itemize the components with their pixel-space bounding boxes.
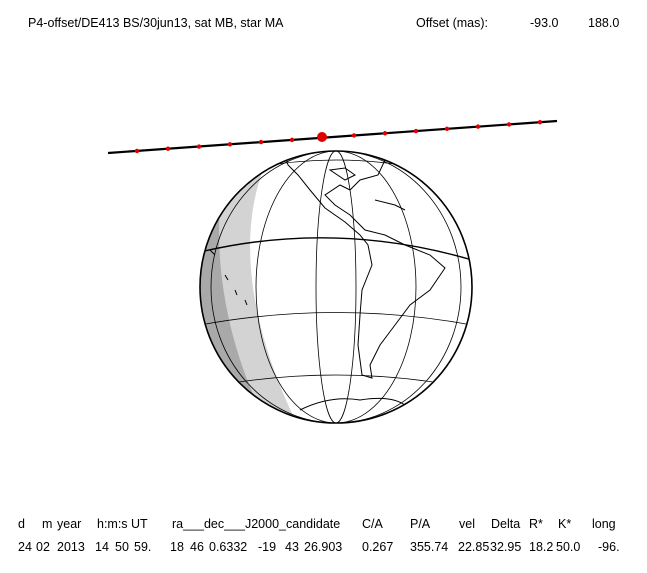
column-header: Delta <box>491 517 520 531</box>
equator <box>200 237 472 261</box>
cell: 32.95 <box>490 540 521 554</box>
limb <box>199 150 473 424</box>
cell: 43 <box>285 540 299 554</box>
cell: 24 <box>18 540 32 554</box>
column-header: K* <box>558 517 571 531</box>
track-point <box>134 148 140 154</box>
column-header: P/A <box>410 517 431 531</box>
cell: 18 <box>170 540 184 554</box>
track-points <box>134 120 543 154</box>
track-point <box>165 146 171 151</box>
shadow-track <box>107 119 558 155</box>
cell: 18.2 <box>529 540 553 554</box>
track-point <box>382 131 388 136</box>
column-header: vel <box>459 517 475 531</box>
cell: 0.6332 <box>209 540 247 554</box>
column-header: C/A <box>362 517 384 531</box>
cell: 14 <box>95 540 109 554</box>
cell: 2013 <box>57 540 85 554</box>
coastlines <box>209 151 446 411</box>
track-point <box>289 137 295 143</box>
cell: 22.85 <box>458 540 489 554</box>
cell: 50 <box>115 540 129 554</box>
track-point <box>506 122 512 127</box>
track-point <box>351 133 357 138</box>
cell: 26.903 <box>304 540 342 554</box>
cell: -19 <box>258 540 276 554</box>
track-point <box>196 144 202 149</box>
cell: 0.267 <box>362 540 393 554</box>
result-table: d m year h:m:s UT ra___dec___J2000_candi… <box>18 517 620 554</box>
track-point <box>444 126 450 132</box>
cell: 355.74 <box>410 540 448 554</box>
track-point <box>537 120 543 125</box>
column-header: d <box>18 517 25 531</box>
cell: 50.0 <box>556 540 580 554</box>
track-point <box>413 128 419 134</box>
cell: 02 <box>36 540 50 554</box>
track-point <box>475 124 481 129</box>
column-header: ra___dec___J2000_candidate <box>172 517 340 531</box>
offset-label: Offset (mas): <box>416 16 488 30</box>
column-header: long <box>592 517 616 531</box>
column-header: year <box>57 517 81 531</box>
cell: 59. <box>134 540 151 554</box>
cell: -96. <box>598 540 620 554</box>
column-header: h:m:s UT <box>97 517 148 531</box>
title: P4-offset/DE413 BS/30jun13, sat MB, star… <box>28 16 284 30</box>
track-point <box>227 142 233 147</box>
column-header: m <box>42 517 52 531</box>
offset-value: 188.0 <box>588 16 619 30</box>
track-point <box>258 139 264 145</box>
cell: 46 <box>190 540 204 554</box>
offset-value: -93.0 <box>530 16 559 30</box>
column-header: R* <box>529 517 543 531</box>
closest-approach <box>317 132 327 142</box>
